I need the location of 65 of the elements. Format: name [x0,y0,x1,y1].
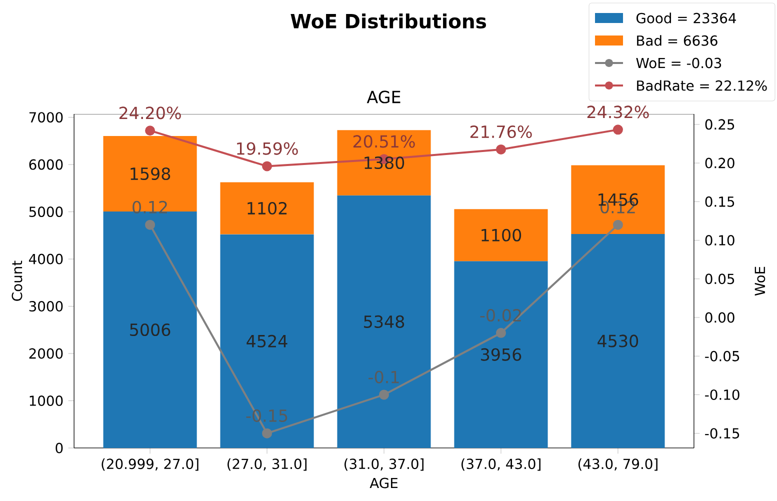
data-label: 4530 [598,334,638,348]
bar [337,195,431,448]
legend-label: Bad = 6636 [637,35,718,46]
point [612,124,623,135]
legend-label: BadRate = 22.12% [637,80,767,91]
y-tick-label: 6000 [29,159,63,170]
y2-tick-label: -0.05 [705,350,740,362]
data-label: 1598 [130,167,170,180]
data-label: -0.1 [368,370,399,384]
y2-tick-label: 0.15 [705,196,734,207]
data-label: 5348 [364,315,404,328]
x-axis-title: AGE [370,478,398,488]
y2-tick-label: 0.05 [705,274,734,284]
point [379,390,390,400]
bar [571,165,665,234]
bar [103,212,197,448]
y2-tick-label: 0.25 [705,119,734,130]
data-label: 20.51% [353,135,415,148]
x-tick-label: (37.0, 43.0] [461,458,540,471]
data-label: 5006 [130,323,170,336]
y2-tick-label: 0.00 [705,312,734,323]
data-label: 19.59% [237,142,298,155]
bar [220,234,314,448]
data-label: -0.02 [480,308,521,322]
data-label: 3956 [481,348,522,361]
data-label: 1380 [364,156,404,170]
y-tick-label: 2000 [29,348,63,359]
legend-label: WoE = -0.03 [636,58,722,68]
x-tick-label: (20.999, 27.0] [102,458,198,471]
bar [337,130,431,196]
bar [220,182,314,234]
data-label: 21.76% [470,125,532,138]
y2-tick-label: -0.10 [705,389,740,400]
data-label: 0.12 [132,200,167,214]
chart-subtitle: AGE [366,90,400,104]
data-label: 1102 [248,202,287,215]
y2-axis-title: WoE [754,266,766,296]
point [145,126,156,136]
x-tick-label: (43.0, 79.0] [578,458,658,471]
y-axis-title: Count [12,260,22,301]
point [496,328,506,338]
y-tick-label: 7000 [29,112,63,123]
y2-tick-label: 0.10 [705,235,734,246]
point [612,220,623,230]
y-tick-label: 1000 [30,396,63,406]
y-tick-label: 4000 [28,254,63,264]
y-tick-label: 5000 [29,206,63,218]
legend-label: Good = 23364 [636,12,736,24]
x-tick-label: (31.0, 37.0] [344,458,424,471]
point [262,161,272,172]
point [145,220,156,230]
y-tick-label: 0 [56,442,63,454]
y-tick-label: 3000 [29,301,63,312]
data-label: 4524 [246,334,288,348]
point [496,144,506,154]
bar [103,136,197,212]
chart-title: WoE Distributions [290,13,486,29]
point [262,428,272,438]
bar [454,261,548,448]
bar [454,209,548,262]
x-tick-label: (27.0, 31.0] [228,458,306,471]
y2-tick-label: -0.15 [705,428,740,439]
bar [571,234,665,448]
y2-tick-label: 0.20 [705,158,734,168]
data-label: 1100 [482,228,522,242]
